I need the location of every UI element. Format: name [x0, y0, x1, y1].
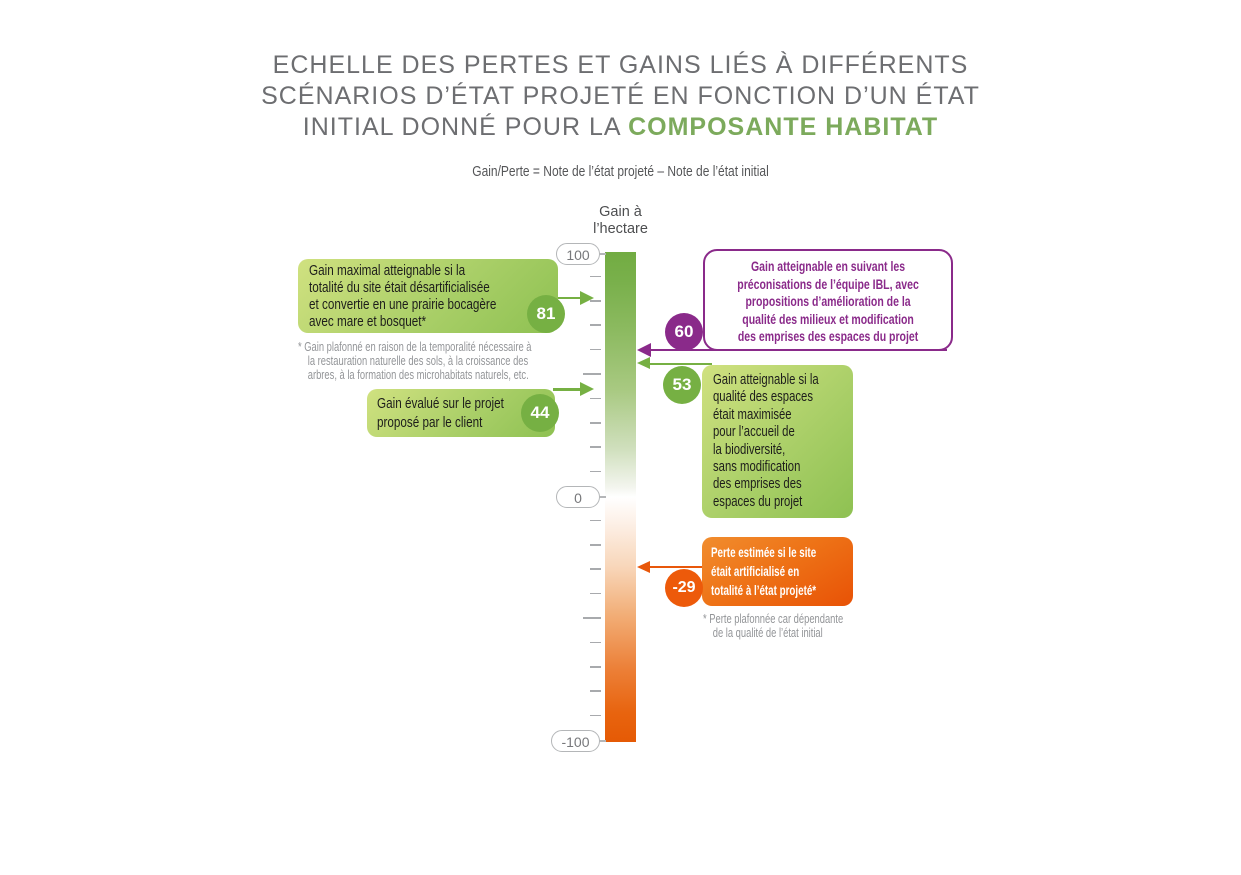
- title-line2: SCÉNARIOS D’ÉTAT PROJETÉ EN FONCTION D’U…: [261, 82, 980, 110]
- gain-quality-callout: Gain atteignable si la qualité des espac…: [702, 365, 853, 518]
- gain-max-arrow-line: [556, 296, 582, 300]
- loss-callout: Perte estimée si le site était artificia…: [702, 537, 853, 606]
- scale-tick-90: [590, 275, 601, 278]
- scale-zero-pill: 0: [556, 486, 600, 508]
- gain-project-value-badge: 44: [521, 394, 559, 432]
- scale-tick--90: [590, 714, 601, 717]
- scale-tick-60: [590, 348, 601, 351]
- loss-arrow-line: [649, 565, 705, 569]
- scale-tick--60: [590, 641, 601, 644]
- formula-subtitle: Gain/Perte = Note de l’état projeté – No…: [472, 163, 769, 180]
- scale-tick--50: [583, 617, 601, 619]
- scale-tick--10: [590, 519, 601, 522]
- gain-max-footnote: * Gain plafonné en raison de la temporal…: [298, 340, 532, 382]
- gain-quality-arrow-line: [649, 362, 712, 365]
- gain-project-arrow-line: [553, 388, 582, 391]
- scale-tick--70: [590, 666, 601, 668]
- title-line3: INITIAL DONNÉ POUR LA: [302, 113, 629, 141]
- scale-tick--30: [590, 568, 601, 570]
- axis-label: Gain à l’hectare: [593, 204, 648, 237]
- scale-tick--80: [590, 690, 601, 692]
- scale-tick-20: [590, 446, 601, 448]
- scale-tick-80: [590, 300, 601, 302]
- scale-tick-30: [590, 422, 601, 424]
- scale-gradient-bar: [605, 252, 636, 742]
- gain-project-callout: Gain évalué sur le projet proposé par le…: [367, 389, 555, 437]
- scale-zero-pill-tail: [598, 496, 606, 498]
- gain-max-value-badge: 81: [527, 295, 565, 333]
- gain-ibl-callout: Gain atteignable en suivant les préconis…: [703, 249, 953, 351]
- scale-min-pill: -100: [551, 730, 600, 752]
- scale-max-pill-tail: [598, 253, 606, 255]
- scale-tick--40: [590, 592, 601, 595]
- loss-value-badge: -29: [665, 569, 703, 607]
- gain-quality-value-badge: 53: [663, 366, 701, 404]
- gain-ibl-arrowhead-icon: [637, 343, 651, 357]
- scale-tick-50: [583, 373, 601, 375]
- gain-max-callout: Gain maximal atteignable si la totalité …: [298, 259, 558, 333]
- scale-tick-10: [590, 470, 601, 473]
- gain-project-arrowhead-icon: [580, 382, 594, 397]
- loss-arrowhead-icon: [637, 560, 650, 573]
- gain-max-arrowhead-icon: [580, 291, 594, 305]
- gain-ibl-value-badge: 60: [665, 313, 703, 351]
- scale-tick-70: [590, 324, 601, 326]
- scale-tick-40: [590, 397, 601, 400]
- loss-footnote: * Perte plafonnée car dépendante de la q…: [703, 612, 844, 640]
- gain-quality-arrowhead-icon: [637, 357, 650, 370]
- scale-min-pill-tail: [598, 740, 606, 742]
- page-title: ECHELLE DES PERTES ET GAINS LIÉS À DIFFÉ…: [0, 50, 1241, 143]
- scale-tick--20: [590, 544, 601, 546]
- scale-ticks: [583, 252, 601, 742]
- scale-max-pill: 100: [556, 243, 600, 265]
- title-highlight: COMPOSANTE HABITAT: [628, 113, 939, 141]
- title-line1: ECHELLE DES PERTES ET GAINS LIÉS À DIFFÉ…: [272, 51, 969, 79]
